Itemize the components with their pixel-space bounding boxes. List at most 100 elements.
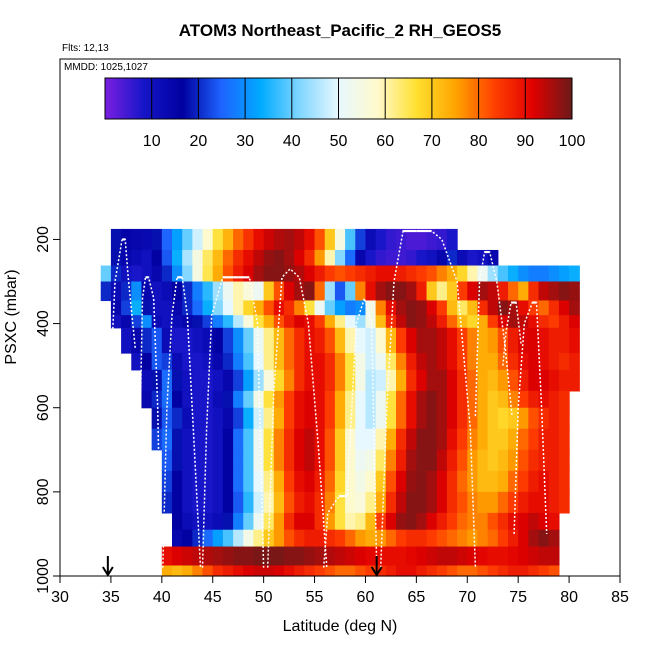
heatmap-cell [304, 327, 316, 354]
heatmap-cell [497, 512, 509, 531]
heatmap-cell [222, 390, 234, 409]
heatmap-cell [508, 315, 519, 329]
heatmap-cell [192, 249, 204, 267]
heatmap-cell [446, 315, 458, 329]
heatmap-cell [365, 265, 377, 283]
heatmap-cell [324, 327, 336, 354]
heatmap-cell [446, 249, 458, 267]
heatmap-cell [518, 491, 529, 514]
heatmap-cell [548, 353, 560, 371]
heatmap-cell [172, 390, 183, 409]
heatmap-cell [375, 449, 387, 472]
heatmap-cell [487, 327, 499, 354]
heatmap-cell [334, 491, 346, 514]
heatmap-cell [477, 470, 489, 493]
heatmap-cell [263, 249, 275, 267]
heatmap-cell [243, 281, 255, 302]
heatmap-cell [324, 565, 336, 577]
heatmap-cell [406, 390, 417, 409]
heatmap-cell [324, 300, 336, 316]
heatmap-cell [345, 449, 356, 472]
heatmap-cell [222, 512, 234, 531]
heatmap-cell [396, 428, 407, 451]
heatmap-cell [487, 407, 499, 430]
heatmap-cell [365, 407, 377, 430]
heatmap-cell [355, 390, 367, 409]
x-tick-label: 60 [357, 589, 375, 606]
heatmap-cell [141, 369, 153, 392]
heatmap-cell [100, 281, 112, 302]
heatmap-cell [314, 327, 326, 354]
y-tick-label: 400 [35, 310, 52, 337]
heatmap-cell [222, 565, 234, 577]
x-tick-label: 30 [51, 589, 69, 606]
heatmap-cell [324, 546, 336, 567]
heatmap-cell [233, 369, 244, 392]
heatmap-cell [314, 353, 326, 371]
heatmap-cell [508, 353, 519, 371]
heatmap-cell [273, 327, 285, 354]
heatmap-cell [304, 300, 316, 316]
heatmap-cell [528, 529, 540, 548]
heatmap-cell [100, 265, 112, 283]
heatmap-cell [182, 512, 193, 531]
heatmap-cell [304, 565, 316, 577]
heatmap-cell [263, 353, 275, 371]
heatmap-cell [233, 265, 244, 283]
heatmap-cell [446, 428, 458, 451]
heatmap-cell [273, 491, 285, 514]
heatmap-cell [222, 249, 234, 267]
heatmap-cell [548, 265, 560, 283]
heatmap-cell [365, 390, 377, 409]
heatmap-cell [192, 300, 204, 316]
heatmap-cell [467, 529, 479, 548]
heatmap-cell [477, 300, 489, 316]
heatmap-cell [406, 228, 417, 251]
heatmap-cell [131, 327, 143, 354]
heatmap-cell [385, 529, 397, 548]
flights-annotation: Flts: 12,13 [62, 43, 109, 54]
heatmap-cell [192, 228, 204, 251]
heatmap-cell [487, 529, 499, 548]
y-tick-label: 1000 [35, 558, 52, 594]
heatmap-cell [202, 281, 214, 302]
heatmap-cell [355, 315, 367, 329]
heatmap-cell [467, 565, 479, 577]
heatmap-cell [263, 491, 275, 514]
heatmap-cell [233, 512, 244, 531]
heatmap-cell [182, 300, 193, 316]
heatmap-cell [212, 249, 224, 267]
heatmap-cell [477, 327, 489, 354]
heatmap-cell [416, 407, 428, 430]
heatmap-cell [141, 228, 153, 251]
heatmap-cell [345, 353, 356, 371]
heatmap-cell [182, 407, 193, 430]
heatmap-cell [304, 390, 316, 409]
heatmap-cell [182, 390, 193, 409]
heatmap-cell [548, 449, 560, 472]
heatmap-cell [284, 249, 295, 267]
heatmap-cell [121, 327, 132, 354]
heatmap-cell [538, 529, 550, 548]
heatmap-cell [497, 565, 509, 577]
heatmap-cell [528, 565, 540, 577]
heatmap-cell [182, 565, 193, 577]
heatmap-cell [538, 390, 550, 409]
heatmap-cell [528, 327, 540, 354]
heatmap-cell [110, 315, 122, 329]
heatmap-cell [528, 353, 540, 371]
heatmap-cell [324, 428, 336, 451]
heatmap-cell [558, 327, 570, 354]
heatmap-cell [182, 249, 193, 267]
heatmap-cell [457, 281, 468, 302]
heatmap-cell [406, 300, 417, 316]
heatmap-cell [273, 512, 285, 531]
heatmap-cell [243, 315, 255, 329]
heatmap-cell [385, 265, 397, 283]
heatmap-cell [263, 470, 275, 493]
heatmap-cell [304, 407, 316, 430]
heatmap-cell [212, 228, 224, 251]
heatmap-cell [406, 449, 417, 472]
heatmap-cell [385, 512, 397, 531]
heatmap-cell [457, 369, 468, 392]
